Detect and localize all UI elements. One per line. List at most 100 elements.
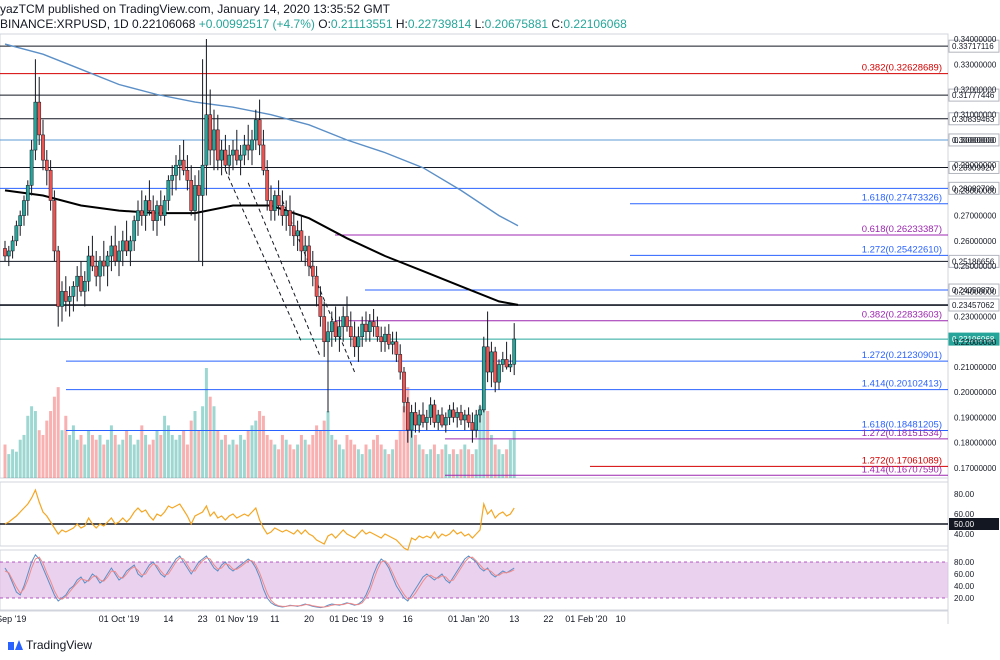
volume-bar — [140, 425, 144, 478]
volume-bar — [117, 444, 121, 478]
volume-bar — [14, 451, 18, 478]
candle-body — [489, 351, 494, 373]
candle-body — [56, 250, 61, 307]
volume-bar — [277, 449, 281, 478]
stoch-d-line — [4, 556, 515, 608]
candle-body — [459, 412, 463, 421]
candle-body — [128, 240, 133, 252]
price-tag-label: 0.24050870 — [952, 286, 995, 295]
volume-bar — [486, 411, 490, 478]
volume-bar — [201, 406, 205, 478]
candle-body — [424, 417, 429, 423]
candle-body — [60, 291, 64, 307]
candle-body — [48, 169, 53, 201]
candle-body — [52, 200, 57, 252]
candle-body — [234, 149, 239, 161]
brand[interactable]: TradingView — [8, 638, 92, 652]
candle-body — [25, 185, 30, 201]
candle-body — [269, 200, 273, 211]
candle-body — [231, 149, 235, 156]
time-axis-tick: 13 — [509, 614, 519, 624]
volume-bar — [87, 430, 91, 478]
volume-bar — [284, 439, 288, 478]
price-change: +0.00992517 (+4.7%) — [198, 17, 315, 31]
candle-body — [276, 195, 281, 206]
volume-bar — [318, 430, 322, 478]
volume-bar — [455, 454, 459, 478]
volume-bar — [505, 449, 509, 478]
rsi-axis-tick: 50.00 — [954, 520, 975, 529]
candle-body — [322, 316, 327, 343]
candle-body — [272, 195, 277, 211]
candle-body — [18, 215, 23, 226]
candle-body — [246, 144, 251, 151]
price-axis-tick: 0.34000000 — [954, 35, 997, 44]
time-axis-tick: 01 Sep '19 — [0, 614, 26, 624]
candle-body — [29, 149, 34, 186]
volume-bar — [26, 415, 30, 478]
volume-bar — [75, 439, 79, 478]
candle-body — [421, 414, 425, 423]
candle-body — [295, 230, 300, 237]
candle-body — [98, 260, 102, 277]
low-value: 0.20675881 — [484, 17, 549, 31]
level-label: 0.382(0.32628689) — [862, 63, 942, 74]
time-axis-tick: 01 Jan '20 — [448, 614, 489, 624]
volume-bar — [185, 444, 189, 478]
volume-bar — [227, 444, 231, 478]
brand-name: TradingView — [26, 638, 93, 652]
channel-line-inner — [224, 170, 302, 342]
volume-bar — [493, 444, 497, 478]
candle-body — [352, 336, 357, 348]
price-tag-label: 0.28909920 — [952, 163, 995, 172]
volume-bar — [235, 444, 239, 478]
candle-body — [86, 255, 91, 282]
candle-body — [333, 321, 338, 337]
price-axis-tick: 0.17000000 — [954, 464, 997, 473]
candle-body — [33, 101, 38, 151]
candle-body — [155, 205, 159, 221]
volume-bar — [265, 434, 269, 478]
volume-bar — [467, 449, 471, 478]
volume-bar — [68, 434, 72, 478]
candle-body — [162, 200, 167, 216]
candle-body — [428, 404, 433, 418]
volume-bar — [204, 368, 208, 478]
volume-bar — [212, 406, 216, 478]
candle-body — [181, 159, 186, 171]
volume-bar — [79, 434, 83, 478]
candle-body — [462, 414, 467, 421]
volume-bar — [379, 444, 383, 478]
volume-bar — [60, 430, 64, 478]
volume-bar — [239, 434, 243, 478]
candle-body — [147, 200, 152, 211]
candle-body — [185, 169, 190, 181]
price-tag — [948, 181, 1000, 195]
stoch-axis-tick: 20.00 — [954, 594, 975, 603]
volume-bar — [220, 439, 224, 478]
volume-bar — [174, 439, 178, 478]
candle-body — [41, 134, 45, 161]
volume-bar — [451, 449, 455, 478]
candle-body — [375, 326, 380, 337]
main-pane — [0, 33, 949, 479]
candle-body — [200, 164, 205, 196]
candle-body — [383, 333, 387, 343]
volume-bar — [402, 406, 406, 478]
symbol: BINANCE:XRPUSD, 1D — [0, 17, 129, 31]
price-axis-tick: 0.20000000 — [954, 388, 997, 397]
candle-body — [497, 364, 501, 383]
candle-body — [124, 240, 129, 252]
volume-bar — [398, 430, 402, 478]
stoch-axis-tick: 80.00 — [954, 558, 975, 567]
level-label: 1.414(0.16707590) — [862, 464, 942, 475]
volume-bar — [52, 396, 56, 478]
level-label: 1.272(0.17061089) — [862, 455, 942, 466]
price-tag — [948, 88, 1000, 102]
time-axis-tick: 10 — [616, 614, 626, 624]
volume-bar — [432, 444, 436, 478]
candle-body — [79, 275, 83, 292]
volume-bar — [56, 387, 60, 478]
rsi-axis-tick: 80.00 — [954, 490, 975, 499]
